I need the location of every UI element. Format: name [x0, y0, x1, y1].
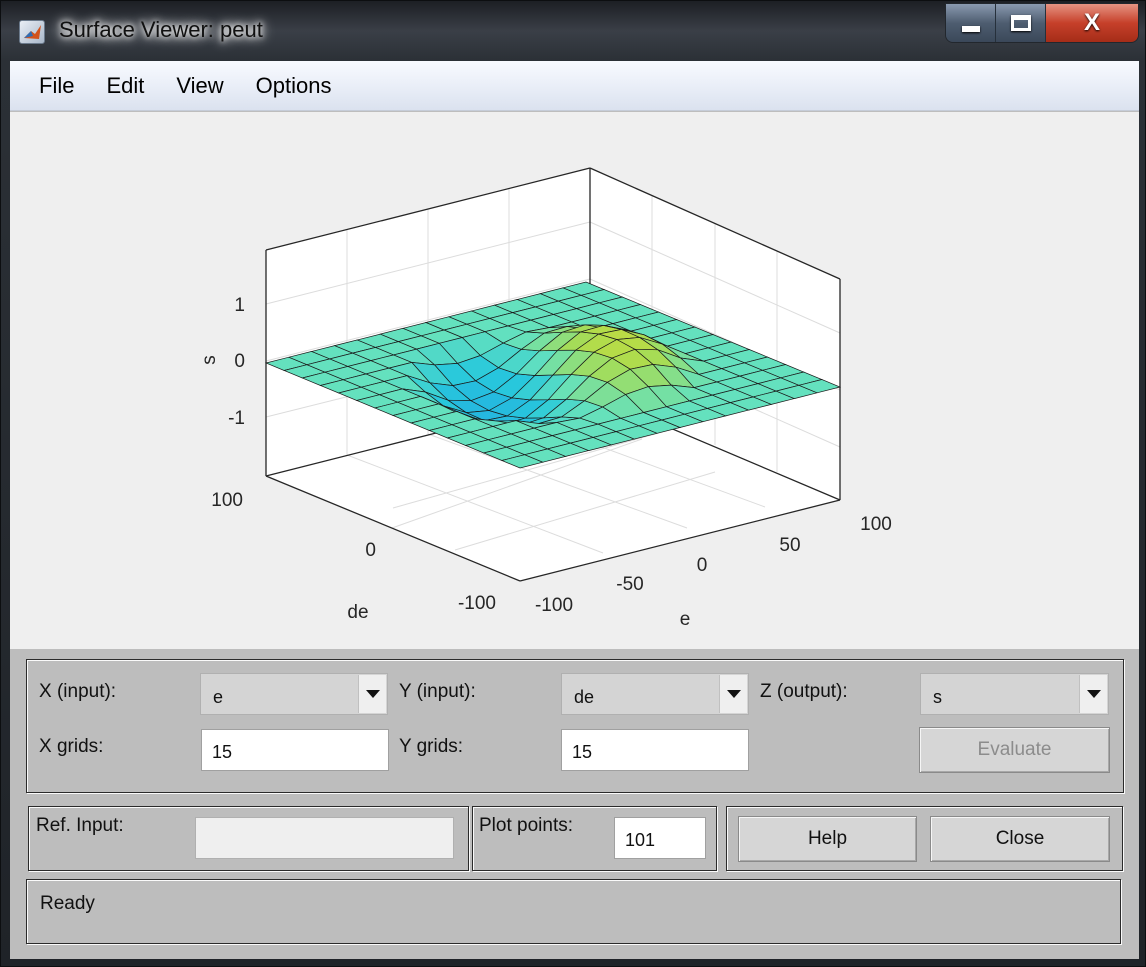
- surface-patch: [797, 379, 842, 394]
- plot-points-label: Plot points:: [479, 815, 573, 836]
- z-tick-label: 1: [234, 295, 245, 316]
- surface-mesh: [264, 281, 842, 469]
- window-title: Surface Viewer: peut: [59, 17, 263, 42]
- ref-input-field: [195, 817, 454, 859]
- y-tick-label: -100: [458, 593, 496, 614]
- y-grids-label: Y grids:: [399, 736, 464, 757]
- z-tick-label: 0: [234, 351, 245, 372]
- maximize-button[interactable]: [996, 4, 1046, 42]
- close-window-button[interactable]: X: [1046, 4, 1138, 42]
- minimize-icon: [961, 26, 980, 32]
- x-input-label: X (input):: [39, 681, 117, 702]
- z-tick-label: -1: [228, 408, 245, 429]
- x-grids-input[interactable]: 15: [201, 729, 389, 771]
- matlab-icon[interactable]: [19, 20, 45, 44]
- z-output-label: Z (output):: [760, 681, 848, 702]
- evaluate-button[interactable]: Evaluate: [919, 727, 1110, 773]
- plot-points-frame: [472, 806, 717, 871]
- menu-options[interactable]: Options: [255, 72, 332, 98]
- x-axis-label: e: [680, 609, 691, 630]
- x-input-select[interactable]: e: [200, 673, 388, 715]
- y-grids-input[interactable]: 15: [561, 729, 749, 771]
- chevron-down-icon[interactable]: [719, 675, 747, 713]
- z-output-value: s: [933, 687, 942, 707]
- help-button[interactable]: Help: [738, 816, 917, 862]
- chevron-down-icon[interactable]: [1079, 675, 1107, 713]
- y-input-label: Y (input):: [399, 681, 476, 702]
- z-output-select[interactable]: s: [920, 673, 1109, 715]
- chevron-down-icon[interactable]: [358, 675, 386, 713]
- x-tick-label: 50: [779, 535, 800, 556]
- z-axis-label: s: [199, 355, 220, 365]
- axes-settings-frame: [26, 659, 1124, 793]
- y-input-select[interactable]: de: [561, 673, 749, 715]
- x-tick-label: -50: [616, 574, 643, 595]
- x-input-value: e: [213, 687, 224, 707]
- menu-bar: File Edit View Options: [10, 61, 1139, 111]
- menu-view[interactable]: View: [176, 72, 224, 98]
- client-area: File Edit View Options: [10, 61, 1139, 959]
- y-tick-label: 100: [211, 490, 243, 511]
- menu-file[interactable]: File: [39, 72, 75, 98]
- y-axis-label: de: [347, 602, 368, 623]
- control-panel: X (input): e Y (input): de Z (output): s…: [10, 649, 1139, 959]
- y-input-value: de: [574, 687, 595, 707]
- close-button[interactable]: Close: [930, 816, 1110, 862]
- x-tick-label: 0: [697, 555, 708, 576]
- title-bar[interactable]: Surface Viewer: peut X: [1, 1, 1146, 61]
- minimize-button[interactable]: [946, 4, 996, 42]
- buttons-frame: [726, 806, 1123, 871]
- window-controls: X: [945, 3, 1139, 43]
- close-icon: X: [1083, 9, 1100, 36]
- axis-labels: 1 0 -1 s 100 0 -100 de -100 -50 0 50 100…: [199, 295, 892, 630]
- status-text: Ready: [40, 893, 95, 914]
- surface-plot[interactable]: 1 0 -1 s 100 0 -100 de -100 -50 0 50 100…: [10, 112, 1139, 649]
- menu-edit[interactable]: Edit: [106, 72, 145, 98]
- plot-points-input[interactable]: 101: [614, 817, 706, 859]
- x-tick-label: 100: [860, 514, 892, 535]
- x-grids-label: X grids:: [39, 736, 104, 757]
- status-frame: [26, 879, 1121, 944]
- ref-input-label: Ref. Input:: [36, 815, 124, 836]
- plot-panel[interactable]: 1 0 -1 s 100 0 -100 de -100 -50 0 50 100…: [10, 112, 1139, 649]
- y-tick-label: 0: [365, 540, 376, 561]
- ref-input-frame: [28, 806, 469, 871]
- maximize-icon: [1010, 15, 1031, 31]
- x-tick-label: -100: [535, 595, 573, 616]
